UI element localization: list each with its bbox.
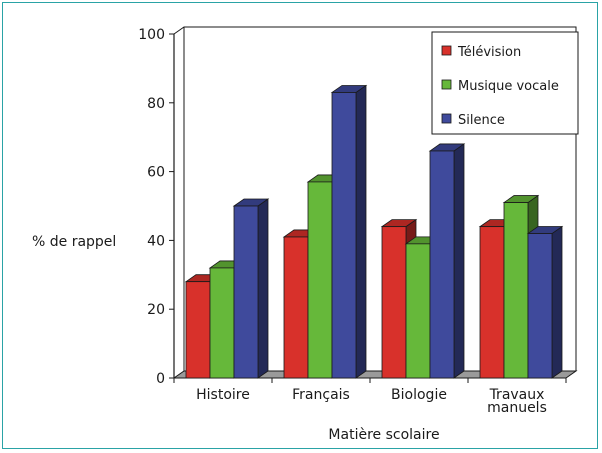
y-tick-label: 20 <box>147 302 165 318</box>
y-tick-label: 40 <box>147 233 165 249</box>
bar-front <box>479 226 505 379</box>
back-wall <box>173 26 577 371</box>
bar <box>330 84 368 379</box>
bar-front <box>283 236 309 379</box>
legend: Télévision Musique vocale Silence <box>431 31 579 135</box>
legend-box <box>431 31 579 135</box>
bar-side <box>551 225 563 379</box>
bar-front <box>185 281 211 379</box>
bar-front <box>429 150 455 379</box>
bar-front <box>209 267 235 379</box>
x-axis-label: Matière scolaire <box>328 427 439 443</box>
x-tick-label: Travaux <box>489 387 545 403</box>
x-tick-label: Biologie <box>391 387 447 403</box>
bar-side <box>257 198 269 379</box>
bar-side <box>355 84 367 379</box>
bar-front <box>527 233 553 379</box>
labels-group: % de rappel Matière scolaire 0 20 40 60 80 10… <box>32 27 547 443</box>
y-axis-label: % de rappel <box>32 234 116 250</box>
x-tick-label: manuels <box>487 400 547 416</box>
y-tick-label: 80 <box>147 96 165 112</box>
bar <box>526 225 564 379</box>
bar-front <box>307 181 333 379</box>
legend-swatch <box>441 45 452 56</box>
bar-front <box>233 205 259 379</box>
legend-label: Télévision <box>457 45 521 60</box>
legend-label: Silence <box>458 113 505 128</box>
x-tick-label: Français <box>292 387 350 403</box>
legend-swatch <box>441 113 452 124</box>
y-tick-label: 60 <box>147 165 165 181</box>
bar-front <box>405 243 431 379</box>
y-tick-label: 100 <box>138 27 165 43</box>
bar-front <box>331 92 357 379</box>
bar <box>232 198 270 379</box>
axes-group <box>169 26 578 383</box>
bar <box>428 143 466 379</box>
x-tick-label: Histoire <box>196 387 250 403</box>
bar-front <box>381 226 407 379</box>
bars-group <box>184 84 564 379</box>
bar-side <box>453 143 465 379</box>
legend-label: Musique vocale <box>458 79 559 94</box>
legend-swatch <box>441 79 452 90</box>
y-tick-label: 0 <box>156 371 165 387</box>
bar-front <box>503 202 529 379</box>
